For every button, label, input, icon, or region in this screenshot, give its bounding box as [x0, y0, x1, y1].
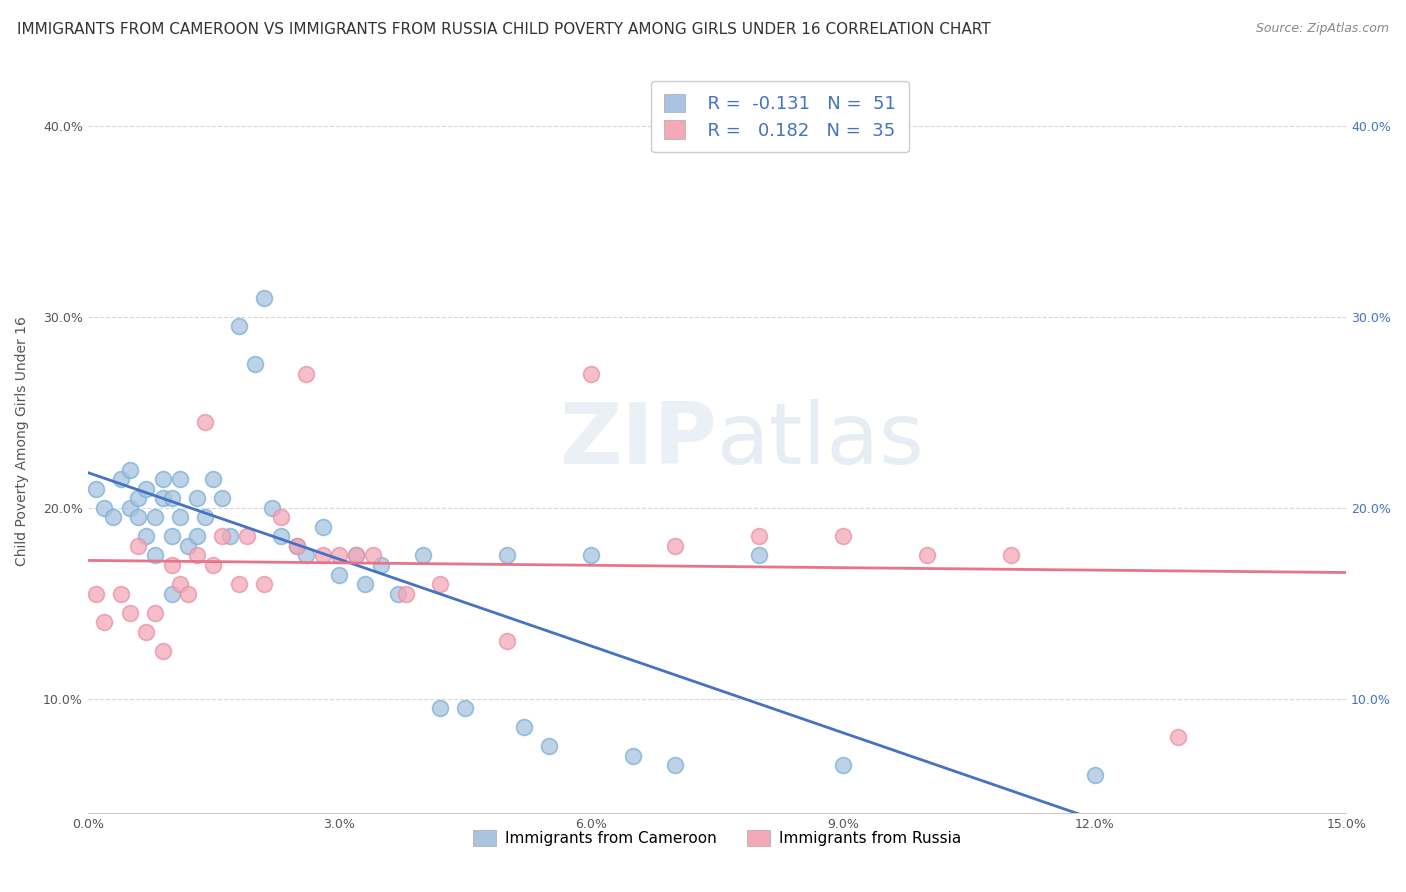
Point: [236, 529, 259, 543]
Point: [186, 491, 208, 505]
Point: [194, 510, 217, 524]
Point: [143, 510, 166, 524]
Point: [118, 606, 141, 620]
Point: [353, 577, 375, 591]
Point: [1167, 730, 1189, 744]
Text: Source: ZipAtlas.com: Source: ZipAtlas.com: [1256, 22, 1389, 36]
Point: [496, 634, 519, 648]
Point: [748, 529, 770, 543]
Point: [344, 549, 367, 563]
Point: [253, 291, 276, 305]
Point: [328, 549, 350, 563]
Point: [412, 549, 434, 563]
Point: [202, 472, 225, 486]
Point: [621, 748, 644, 763]
Text: IMMIGRANTS FROM CAMEROON VS IMMIGRANTS FROM RUSSIA CHILD POVERTY AMONG GIRLS UND: IMMIGRANTS FROM CAMEROON VS IMMIGRANTS F…: [17, 22, 990, 37]
Point: [143, 549, 166, 563]
Point: [915, 549, 938, 563]
Point: [177, 587, 200, 601]
Point: [211, 491, 233, 505]
Point: [84, 482, 107, 496]
Point: [361, 549, 384, 563]
Point: [253, 577, 276, 591]
Point: [127, 491, 149, 505]
Point: [169, 472, 191, 486]
Text: atlas: atlas: [717, 400, 925, 483]
Point: [118, 500, 141, 515]
Point: [202, 558, 225, 572]
Legend: Immigrants from Cameroon, Immigrants from Russia: Immigrants from Cameroon, Immigrants fro…: [465, 822, 969, 854]
Point: [538, 739, 561, 754]
Point: [831, 529, 853, 543]
Point: [579, 367, 602, 381]
Point: [110, 472, 132, 486]
Text: ZIP: ZIP: [560, 400, 717, 483]
Y-axis label: Child Poverty Among Girls Under 16: Child Poverty Among Girls Under 16: [15, 316, 30, 566]
Point: [160, 529, 183, 543]
Point: [311, 520, 333, 534]
Point: [169, 510, 191, 524]
Point: [135, 529, 157, 543]
Point: [1083, 768, 1105, 782]
Point: [186, 549, 208, 563]
Point: [579, 549, 602, 563]
Point: [429, 577, 451, 591]
Point: [228, 319, 250, 334]
Point: [1000, 549, 1022, 563]
Point: [287, 539, 309, 553]
Point: [152, 472, 174, 486]
Point: [152, 644, 174, 658]
Point: [344, 549, 367, 563]
Point: [160, 491, 183, 505]
Point: [270, 529, 292, 543]
Point: [160, 587, 183, 601]
Point: [496, 549, 519, 563]
Point: [287, 539, 309, 553]
Point: [245, 358, 267, 372]
Point: [177, 539, 200, 553]
Point: [664, 758, 686, 772]
Point: [219, 529, 242, 543]
Point: [93, 615, 115, 630]
Point: [262, 500, 284, 515]
Point: [294, 367, 316, 381]
Point: [152, 491, 174, 505]
Point: [118, 462, 141, 476]
Point: [160, 558, 183, 572]
Point: [831, 758, 853, 772]
Point: [387, 587, 409, 601]
Point: [228, 577, 250, 591]
Point: [513, 720, 536, 734]
Point: [84, 587, 107, 601]
Point: [395, 587, 418, 601]
Point: [664, 539, 686, 553]
Point: [143, 606, 166, 620]
Point: [135, 624, 157, 639]
Point: [211, 529, 233, 543]
Point: [311, 549, 333, 563]
Point: [93, 500, 115, 515]
Point: [135, 482, 157, 496]
Point: [328, 567, 350, 582]
Point: [429, 701, 451, 715]
Point: [101, 510, 124, 524]
Point: [110, 587, 132, 601]
Point: [127, 539, 149, 553]
Point: [294, 549, 316, 563]
Point: [186, 529, 208, 543]
Point: [169, 577, 191, 591]
Point: [127, 510, 149, 524]
Point: [270, 510, 292, 524]
Point: [370, 558, 392, 572]
Point: [748, 549, 770, 563]
Point: [194, 415, 217, 429]
Point: [454, 701, 477, 715]
